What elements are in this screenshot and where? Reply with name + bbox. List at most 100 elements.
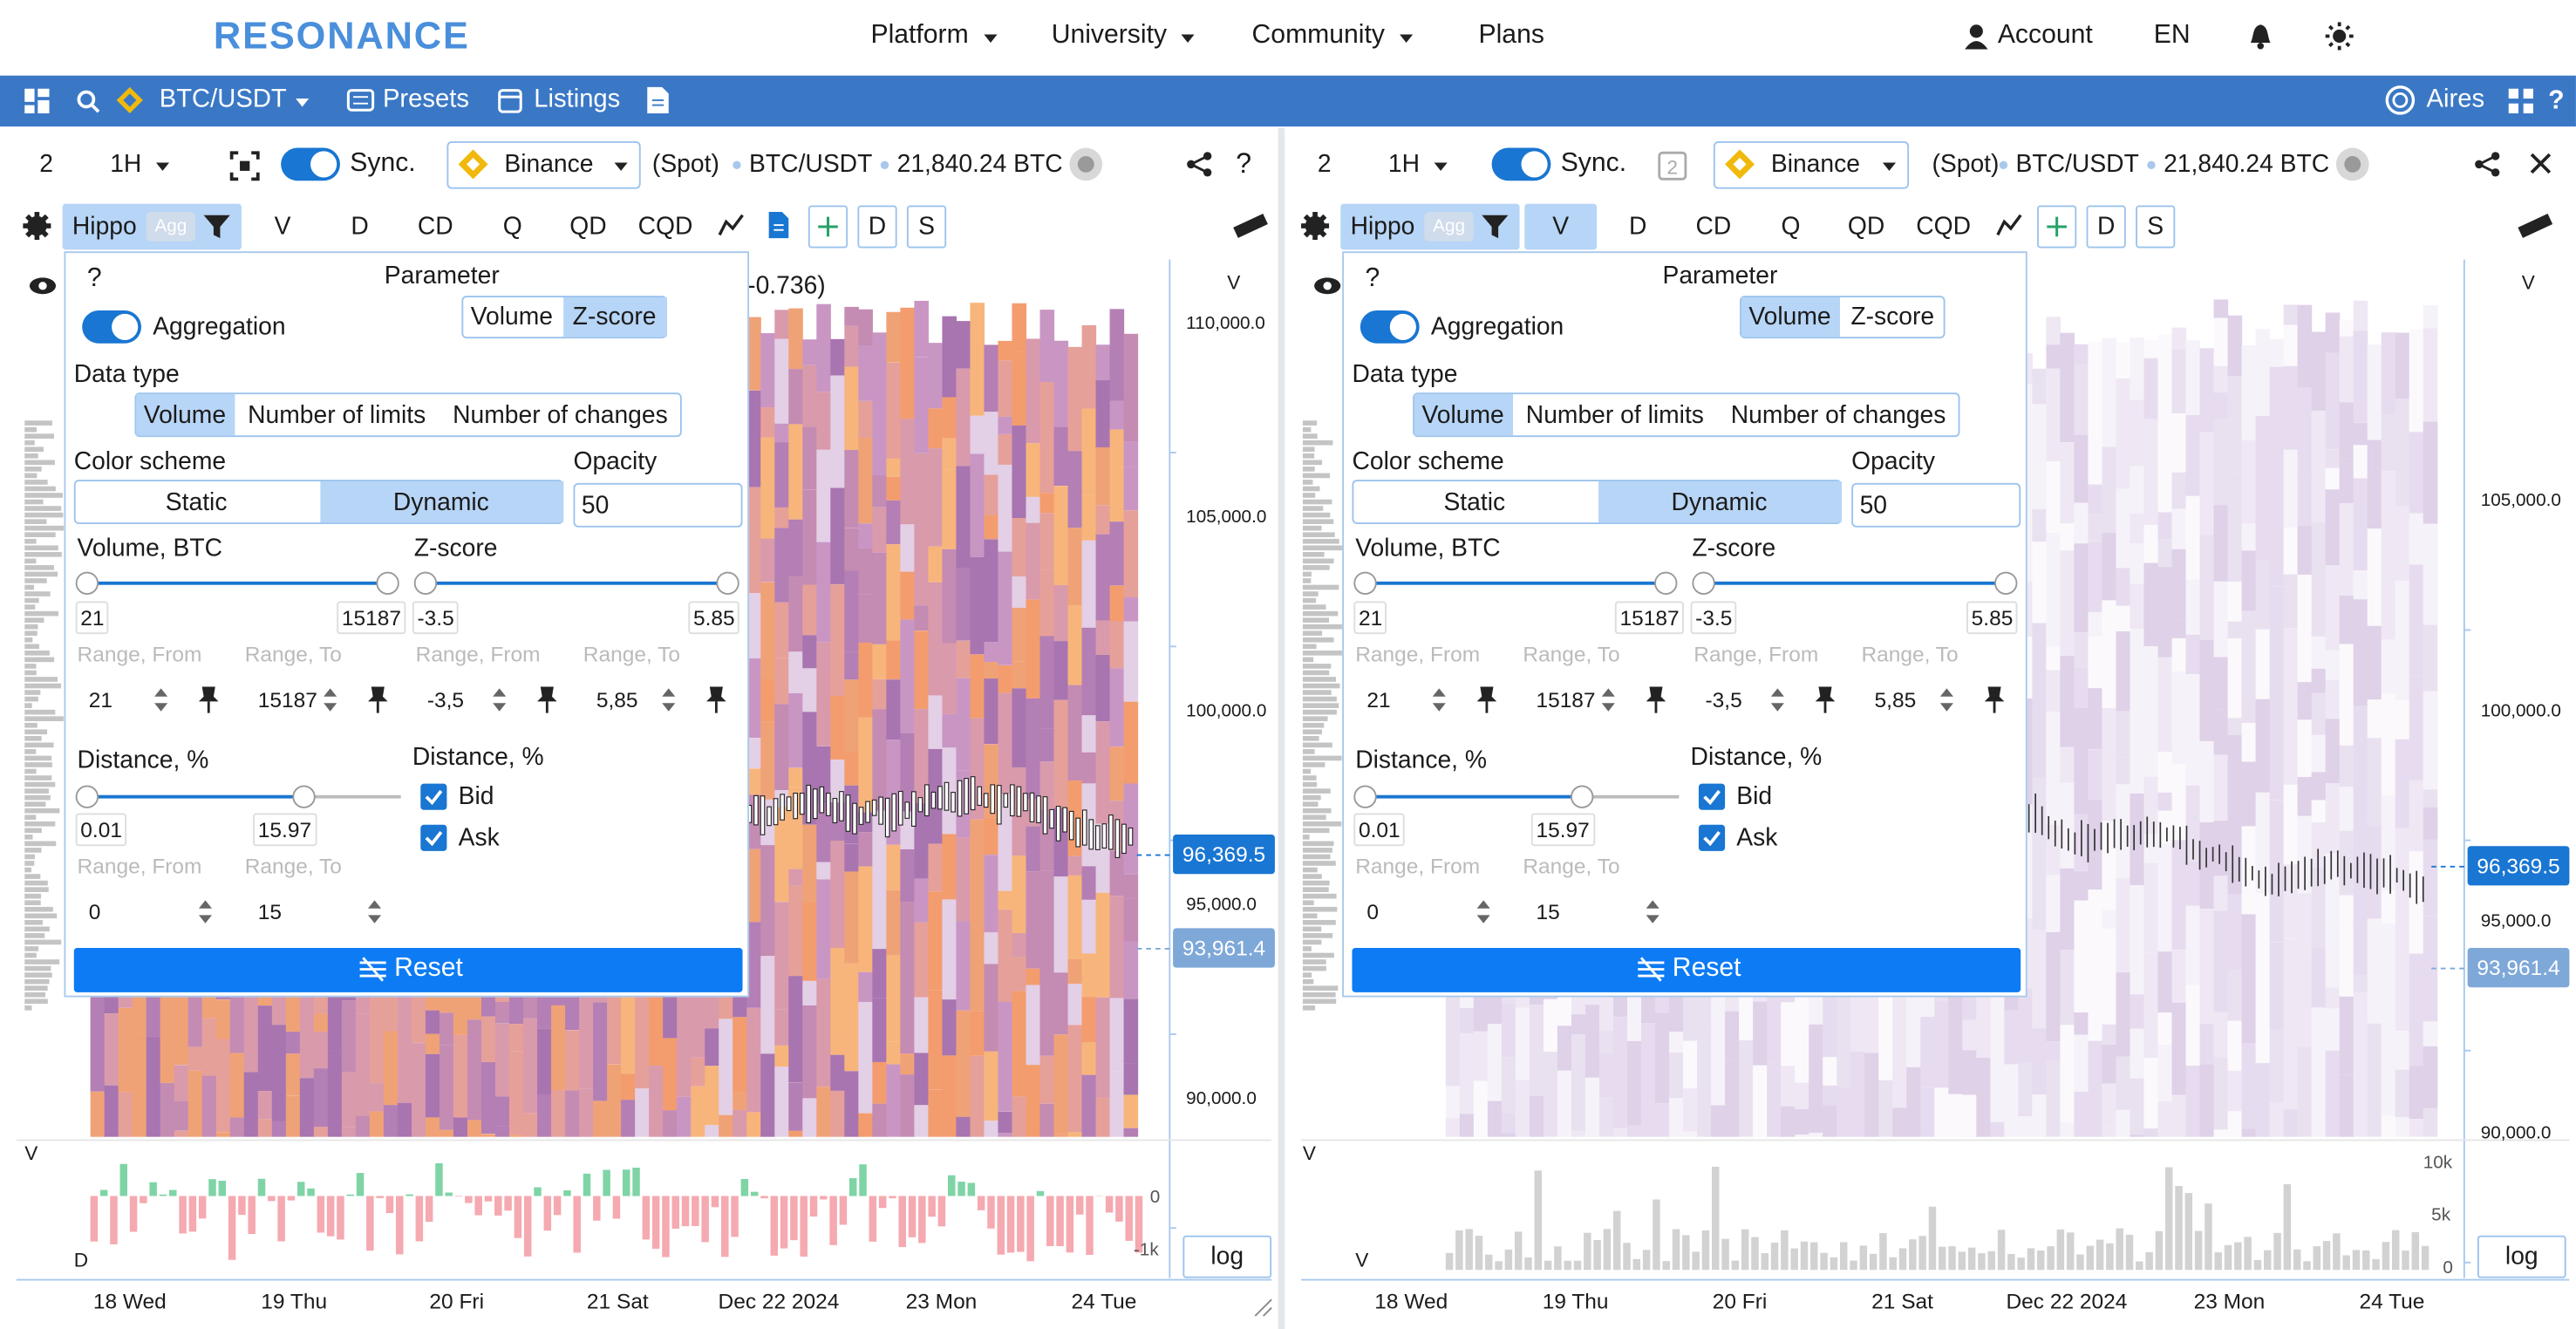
color-scheme[interactable]: Static <box>1443 487 1506 516</box>
heatmap-cell <box>1026 1065 1041 1137</box>
help[interactable]: ? <box>1236 147 1252 180</box>
number-input[interactable]: -3,5 <box>1705 687 1742 712</box>
color-scheme[interactable]: Dynamic <box>392 487 489 516</box>
indicator-tab[interactable]: V <box>1552 212 1570 241</box>
reset-button[interactable] <box>1352 948 2021 992</box>
account[interactable]: Account <box>1997 21 2093 50</box>
slider-knob[interactable] <box>1994 571 2018 595</box>
number-input[interactable]: 21 <box>88 687 112 712</box>
reset[interactable]: Reset <box>394 954 463 983</box>
indicator-tab[interactable]: CQD <box>1916 212 1972 241</box>
nav-item[interactable]: Community <box>1251 21 1385 50</box>
data-type[interactable]: Volume <box>1421 400 1504 429</box>
data-type[interactable]: Volume <box>143 400 227 429</box>
exchange-select[interactable] <box>1713 141 1910 189</box>
language[interactable]: EN <box>2153 21 2191 50</box>
indicator-tab[interactable]: CD <box>1695 212 1732 241</box>
sync[interactable]: Sync. <box>1560 149 1627 178</box>
indicator-tab[interactable]: CQD <box>637 212 693 241</box>
pair[interactable]: BTC/USDT <box>159 85 287 113</box>
parameter-option[interactable]: Volume <box>470 303 553 331</box>
heatmap-cell <box>2157 567 2173 658</box>
parameter-option[interactable]: Z-score <box>572 303 657 331</box>
checkbox-label[interactable]: Bid <box>458 782 494 811</box>
number-input[interactable]: 0 <box>1366 899 1380 924</box>
slider-knob[interactable] <box>413 571 438 595</box>
aires[interactable]: Aires <box>2426 85 2485 113</box>
number-input[interactable]: 21 <box>1366 687 1391 712</box>
number-input[interactable]: 15187 <box>257 687 317 712</box>
heatmap-cell <box>1081 1074 1097 1137</box>
slider-knob[interactable] <box>75 785 99 808</box>
indicator-tab[interactable]: D <box>1629 212 1647 241</box>
opacity-input[interactable] <box>1851 482 2021 528</box>
tab-box[interactable] <box>906 205 947 249</box>
number-input[interactable]: 15187 <box>1536 687 1596 712</box>
data-type[interactable]: Number of changes <box>1730 400 1946 429</box>
checkbox-label[interactable]: Ask <box>458 823 500 852</box>
nav-item[interactable]: Plans <box>1478 21 1544 50</box>
number-input[interactable]: 15 <box>1536 899 1560 924</box>
nav-item[interactable]: University <box>1051 21 1168 50</box>
tab-box[interactable] <box>857 205 897 249</box>
indicator-tab[interactable]: Q <box>1781 212 1801 241</box>
extra-tab[interactable]: D <box>2096 212 2116 241</box>
interval[interactable]: 1H <box>110 150 142 179</box>
indicator-tab[interactable]: D <box>351 212 369 241</box>
indicator-tab[interactable]: CD <box>417 212 453 241</box>
number-input[interactable]: -3,5 <box>426 687 465 712</box>
sync[interactable]: Sync. <box>350 149 416 178</box>
slider-fill <box>86 581 388 585</box>
indicator-tab[interactable]: QD <box>569 212 607 241</box>
nav-item[interactable]: Platform <box>870 21 969 50</box>
reset[interactable]: Reset <box>1672 954 1741 983</box>
parameter-option[interactable]: Z-score <box>1850 303 1935 331</box>
slider-knob[interactable] <box>1353 571 1377 595</box>
indicator-tab[interactable]: Q <box>502 212 522 241</box>
log-button[interactable] <box>1182 1235 1272 1278</box>
slider-knob[interactable] <box>1692 571 1715 595</box>
add-box[interactable] <box>808 205 848 249</box>
number-input[interactable]: 5,85 <box>596 687 638 712</box>
tab-box[interactable] <box>2136 205 2176 249</box>
slider-knob[interactable] <box>75 571 99 595</box>
indicator-tab[interactable]: V <box>274 212 291 241</box>
presets[interactable]: Presets <box>382 85 469 113</box>
listings[interactable]: Listings <box>534 85 621 113</box>
extra-tab[interactable]: S <box>918 212 935 241</box>
log-button[interactable] <box>2477 1235 2566 1278</box>
layout-count[interactable]: 2 <box>1317 150 1332 179</box>
data-type[interactable]: Number of limits <box>1525 400 1704 429</box>
number-input[interactable]: 0 <box>88 899 101 924</box>
log[interactable]: log <box>1210 1243 1244 1271</box>
number-input[interactable]: 15 <box>257 899 283 924</box>
slider-knob[interactable] <box>716 571 739 595</box>
extra-tab[interactable]: S <box>2147 212 2164 241</box>
opacity-input[interactable] <box>573 482 743 528</box>
add-box[interactable] <box>2037 205 2077 249</box>
checkbox-label[interactable]: Bid <box>1736 782 1773 811</box>
data-type[interactable]: Number of changes <box>453 400 668 429</box>
data-type[interactable]: Number of limits <box>248 400 426 429</box>
indicator-tab[interactable]: QD <box>1847 212 1885 241</box>
layout-count[interactable]: 2 <box>39 150 53 179</box>
number-input[interactable]: 5,85 <box>1874 687 1917 712</box>
color-scheme[interactable]: Static <box>165 487 228 516</box>
slider-knob[interactable] <box>1571 785 1594 808</box>
tab-box[interactable] <box>2086 205 2126 249</box>
slider-knob[interactable] <box>1654 571 1678 595</box>
reset-button[interactable] <box>73 948 743 992</box>
parameter-option[interactable]: Volume <box>1748 303 1831 331</box>
popup-help[interactable]: ? <box>1365 264 1380 293</box>
slider-knob[interactable] <box>376 571 399 595</box>
interval[interactable]: 1H <box>1387 150 1421 179</box>
exchange-select[interactable] <box>446 141 641 189</box>
color-scheme[interactable]: Dynamic <box>1671 487 1768 516</box>
popup-help[interactable]: ? <box>86 264 102 293</box>
extra-tab[interactable]: D <box>868 212 887 241</box>
slider-knob[interactable] <box>1353 785 1377 808</box>
slider-knob[interactable] <box>292 785 316 808</box>
logo[interactable]: RESONANCE <box>213 14 470 57</box>
checkbox-label[interactable]: Ask <box>1736 823 1778 852</box>
log[interactable]: log <box>2504 1243 2539 1271</box>
